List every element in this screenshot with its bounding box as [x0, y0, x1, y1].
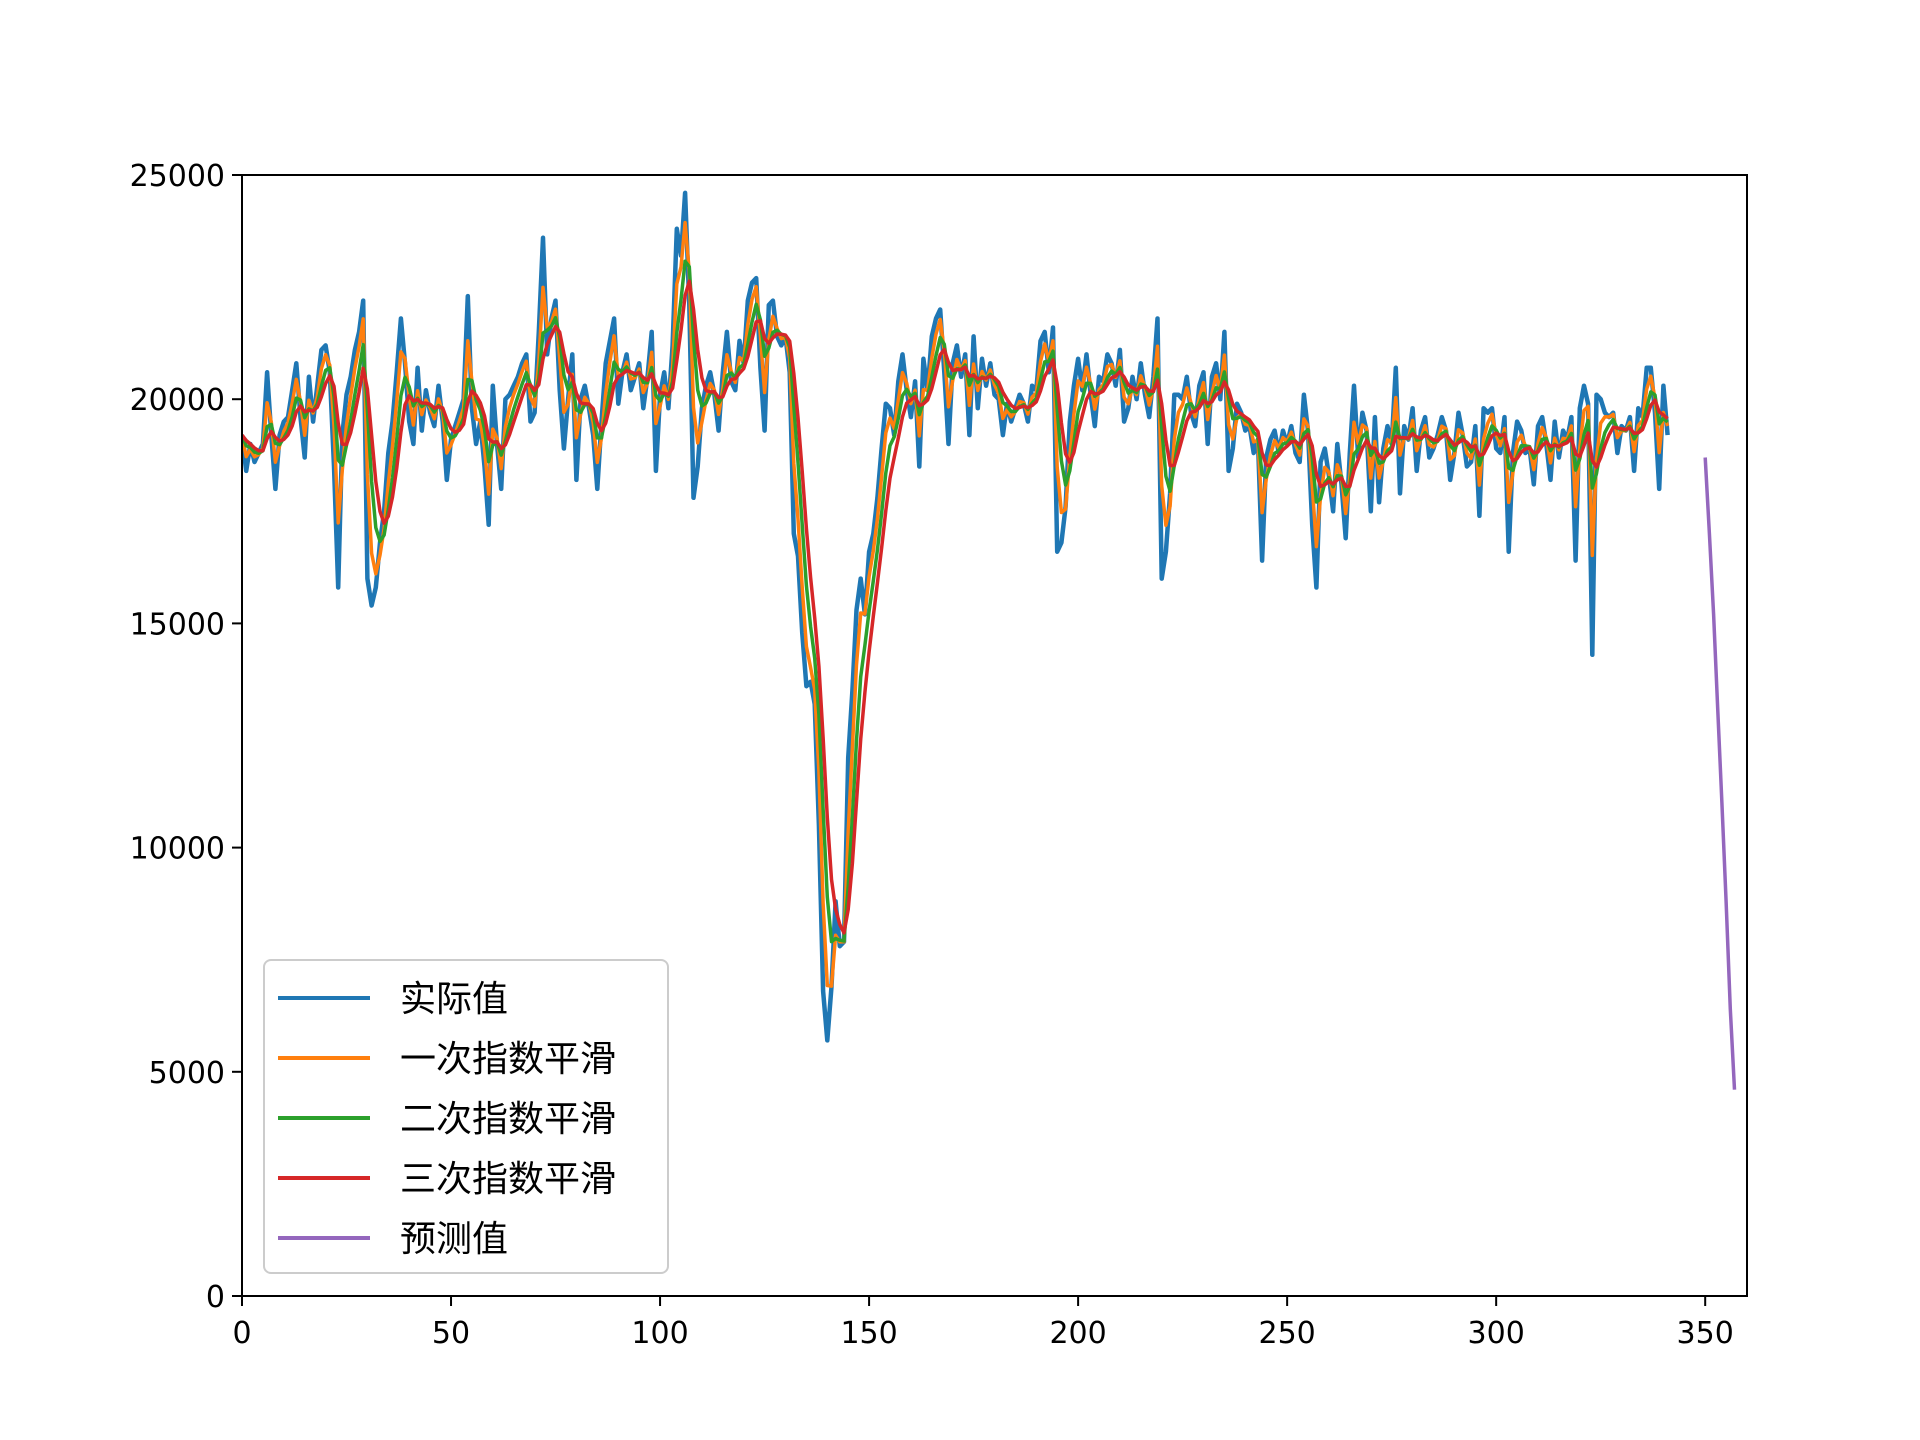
x-tick-label: 300 — [1468, 1316, 1525, 1351]
x-tick-label: 350 — [1677, 1316, 1734, 1351]
x-tick-label: 200 — [1049, 1316, 1106, 1351]
legend-label: 二次指数平滑 — [400, 1099, 616, 1140]
legend-label: 三次指数平滑 — [400, 1159, 616, 1200]
x-tick-label: 100 — [631, 1316, 688, 1351]
legend-box — [263, 959, 669, 1274]
legend-label: 一次指数平滑 — [400, 1039, 616, 1080]
y-tick-label: 5000 — [149, 1056, 225, 1091]
x-tick-label: 150 — [840, 1316, 897, 1351]
x-axis: 0 50 100 150 200 250 300 350 — [232, 1296, 1734, 1351]
y-tick-label: 25000 — [130, 159, 225, 194]
y-tick-label: 15000 — [130, 607, 225, 642]
legend-label: 预测值 — [400, 1219, 508, 1260]
plot-frame — [241, 174, 1748, 1297]
x-tick-label: 0 — [232, 1316, 251, 1351]
y-axis: 0 5000 10000 15000 20000 25000 — [130, 159, 242, 1315]
x-tick-label: 250 — [1259, 1316, 1316, 1351]
legend-label: 实际值 — [400, 979, 508, 1020]
series-line-4 — [242, 279, 1669, 935]
y-tick-label: 0 — [206, 1280, 225, 1315]
x-tick-label: 50 — [432, 1316, 470, 1351]
y-tick-label: 20000 — [130, 383, 225, 418]
series-layer — [242, 190, 1737, 1090]
y-tick-label: 10000 — [130, 832, 225, 867]
series-line-5 — [1703, 457, 1737, 1090]
